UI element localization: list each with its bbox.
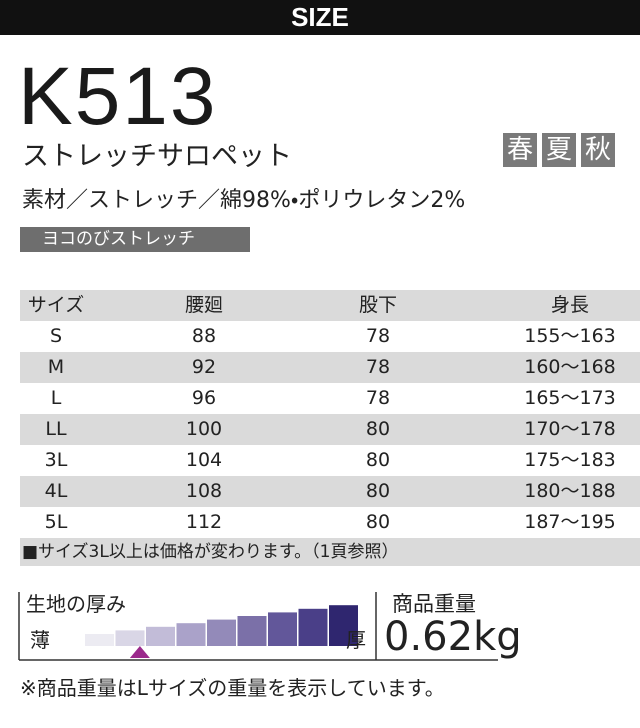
table-cell: M (47, 356, 65, 378)
table-cell: 92 (191, 356, 217, 378)
scale-bar (85, 634, 114, 646)
thin-label: 薄 (30, 628, 50, 652)
table-cell: L (50, 387, 62, 409)
table-note: ■サイズ3L以上は価格が変わります。（1頁参照） (20, 538, 640, 566)
table-cell: 180〜188 (524, 480, 616, 502)
table-cell: 175〜183 (524, 449, 616, 471)
table-cell: 96 (191, 387, 217, 409)
table-cell: 股下 (358, 294, 398, 316)
season: 夏 (542, 133, 576, 167)
scale-frame (18, 592, 498, 661)
scale-bar (298, 608, 328, 646)
table-cell: 108 (185, 480, 223, 502)
season: 秋 (581, 133, 615, 167)
table-cell: LL (45, 418, 67, 440)
table-cell: 78 (365, 356, 391, 378)
product-code: K513 (18, 51, 218, 142)
table-cell: 112 (185, 511, 223, 533)
scale-bar (237, 616, 267, 646)
table-cell: 78 (365, 387, 391, 409)
scale-bar (115, 630, 145, 646)
table-cell: サイズ (27, 294, 85, 316)
thickness-label: 生地の厚み (26, 592, 126, 616)
table-cell: 155〜163 (524, 325, 616, 347)
weight-value: 0.62kg (384, 614, 522, 660)
scale-bar (329, 605, 358, 646)
table-cell: 3L (44, 449, 68, 471)
table-row: 3L 104 80 175〜183 (20, 445, 640, 476)
table-row: 4L 108 80 180〜188 (20, 476, 640, 507)
scale-bar (268, 612, 297, 646)
table-cell: 160〜168 (524, 356, 616, 378)
table-cell: 88 (191, 325, 217, 347)
thick-label: 厚 (346, 628, 366, 652)
table-cell: 4L (44, 480, 68, 502)
scale-bar (146, 626, 175, 646)
table-row: 5L 112 80 187〜195 (20, 507, 640, 538)
feature-tag: ヨコのびストレッチ (20, 227, 250, 252)
table-cell: 80 (365, 418, 391, 440)
table-cell: 170〜178 (524, 418, 616, 440)
table-cell: 身長 (550, 294, 590, 316)
weight-label: 商品重量 (392, 592, 476, 616)
table-cell: 80 (365, 449, 391, 471)
table-cell: 100 (185, 418, 223, 440)
table-cell: 5L (44, 511, 68, 533)
season: 春 (503, 133, 537, 167)
table-cell: 165〜173 (524, 387, 616, 409)
material: 素材／ストレッチ／綿98%・ポリウレタン2% (22, 188, 466, 213)
table-cell: 80 (365, 511, 391, 533)
table-cell: 腰廻 (184, 294, 224, 316)
table-row: L 96 78 165〜173 (20, 383, 640, 414)
table-row: S 88 78 155〜163 (20, 321, 640, 352)
table-row: サイズ 腰廻 股下 身長 (20, 290, 640, 321)
thickness-marker (129, 646, 150, 658)
table-row: LL 100 80 170〜178 (20, 414, 640, 445)
table-row: M 92 78 160〜168 (20, 352, 640, 383)
table-cell: 78 (365, 325, 391, 347)
table-cell: 80 (365, 480, 391, 502)
scale-bar (176, 623, 206, 646)
table-cell: S (49, 325, 63, 347)
product-name: ストレッチサロペット (22, 141, 292, 172)
scale-bar (207, 619, 236, 646)
table-cell: 104 (185, 449, 223, 471)
table-cell: 187〜195 (524, 511, 616, 533)
footer-note: ※商品重量はLサイズの重量を表示しています。 (20, 676, 445, 700)
header-title: SIZE (0, 0, 640, 35)
